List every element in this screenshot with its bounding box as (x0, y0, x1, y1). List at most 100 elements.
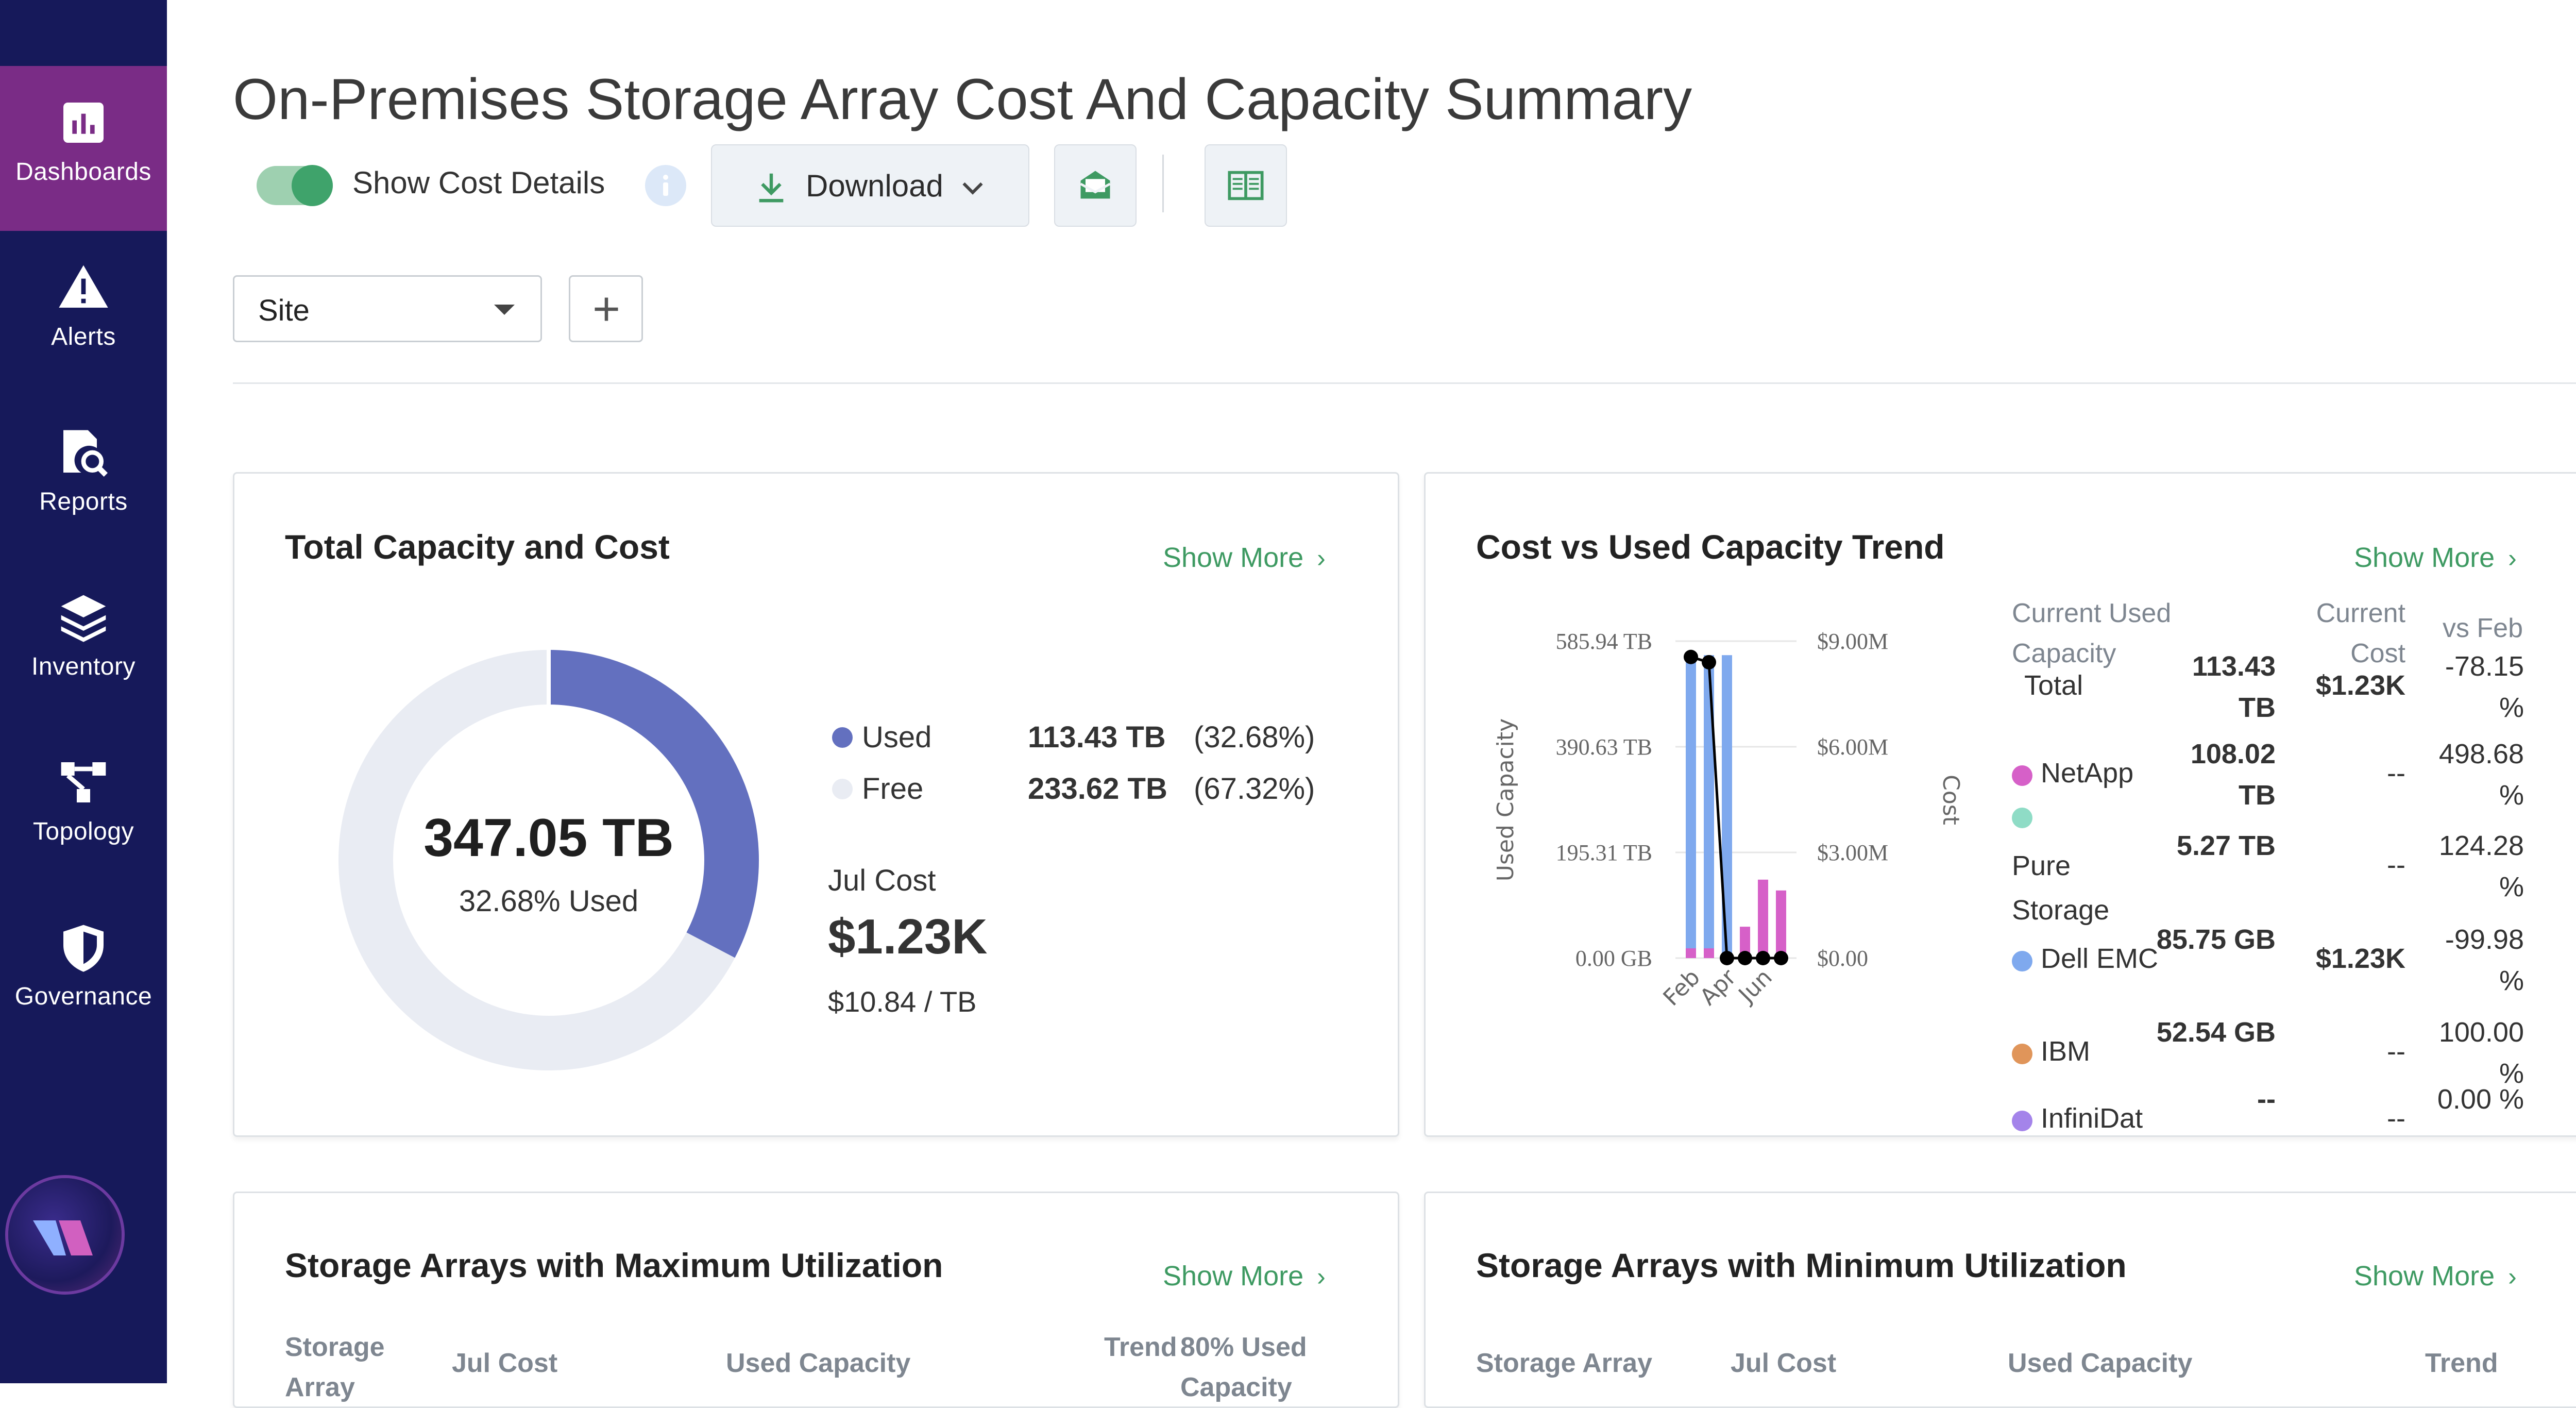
bar-netapp (1776, 890, 1786, 958)
total-capacity-value: 347.05 TB (423, 808, 674, 868)
row-capacity: 85.75 GB (2156, 924, 2276, 955)
y-tick-label: 390.63 TB (1556, 734, 1652, 760)
sidebar-item-inventory[interactable]: Inventory (0, 561, 167, 726)
chevron-right-icon: › (2508, 544, 2517, 573)
legend-dot (2012, 951, 2032, 971)
legend-used-value: 113.43 TB (1028, 720, 1166, 754)
cost-point (1756, 951, 1770, 965)
row-cost: $1.23K (2315, 943, 2405, 974)
row-name: NetApp (2041, 758, 2134, 789)
col-header-jul-cost: Jul Cost (452, 1348, 558, 1378)
row-vs: 100.00 % (2438, 1017, 2524, 1089)
chevron-down-icon (962, 182, 983, 195)
row-capacity: 113.43 TB (2192, 651, 2276, 723)
cost-point (1774, 951, 1788, 965)
toolbar-divider (1162, 155, 1164, 212)
y-tick-label: 0.00 GB (1575, 946, 1652, 971)
col-header-storage-array: Storage Array (285, 1332, 385, 1402)
row-name: Dell EMC (2041, 943, 2159, 974)
site-filter-label: Site (258, 294, 310, 327)
cost-period-label: Jul Cost (828, 864, 936, 897)
section-divider (233, 382, 2576, 384)
card-title: Storage Arrays with Maximum Utilization (285, 1246, 943, 1284)
col-header-capacity: Current Used Capacity (2012, 598, 2172, 668)
bar-dell-emc (1686, 655, 1696, 958)
col-header-storage-array: Storage Array (1476, 1348, 1652, 1378)
download-button[interactable]: Download (711, 144, 1029, 227)
book-guide-button[interactable] (1205, 144, 1287, 227)
col-header-trend: Trend (1104, 1332, 1177, 1362)
chevron-right-icon: › (1317, 1262, 1326, 1291)
row-vs: 124.28 % (2438, 830, 2524, 902)
show-more-label: Show More (1163, 542, 1304, 573)
y2-tick-label: $0.00 (1817, 946, 1868, 971)
show-more-link[interactable]: Show More › (1163, 1260, 1326, 1292)
legend-free-label: Free (862, 772, 924, 806)
cost-per-tb: $10.84 / TB (828, 985, 977, 1018)
open-book-icon (1228, 171, 1264, 200)
show-cost-details-toggle[interactable] (257, 165, 333, 206)
cost-point (1738, 951, 1752, 965)
row-vs: -78.15 % (2445, 651, 2524, 723)
row-capacity: 108.02 TB (2190, 739, 2276, 811)
show-more-label: Show More (1163, 1261, 1304, 1292)
card-title: Storage Arrays with Minimum Utilization (1476, 1246, 2127, 1284)
row-vs: -99.98 % (2445, 924, 2524, 996)
row-vs: 498.68 % (2438, 739, 2524, 811)
add-filter-button[interactable] (569, 275, 643, 342)
bar-dell-emc (1722, 655, 1732, 958)
y2-tick-label: $6.00M (1817, 734, 1888, 760)
show-more-link[interactable]: Show More › (1163, 542, 1326, 574)
sidebar-item-label: Governance (14, 983, 152, 1010)
caret-down-icon (494, 305, 515, 315)
sidebar-item-governance[interactable]: Governance (0, 891, 167, 1055)
sidebar-item-label: Dashboards (15, 158, 151, 186)
min-utilization-card: Storage Arrays with Minimum Utilization … (1424, 1192, 2576, 1408)
row-vs: 0.00 % (2437, 1084, 2524, 1115)
bar-dell-emc (1704, 655, 1714, 958)
legend-free-pct: (67.32%) (1194, 772, 1315, 806)
toggle-knob (292, 165, 333, 206)
email-report-button[interactable] (1054, 144, 1137, 227)
max-utilization-card: Storage Arrays with Maximum Utilization … (233, 1192, 1399, 1408)
row-cost: -- (2387, 1103, 2405, 1134)
trend-chart: 585.94 TB $9.00M 390.63 TB $6.00M 195.31 TB $… (1493, 629, 1964, 1011)
report-search-icon (63, 430, 108, 477)
cost-value: $1.23K (828, 909, 988, 964)
card-title: Cost vs Used Capacity Trend (1476, 528, 1945, 566)
bar-netapp (1686, 948, 1696, 958)
user-avatar-logo[interactable] (8, 1178, 122, 1292)
sidebar-item-dashboards[interactable]: Dashboards (0, 66, 167, 231)
y-axis-label: Used Capacity (1493, 718, 1519, 881)
show-more-link[interactable]: Show More › (2354, 1260, 2517, 1292)
row-name: IBM (2041, 1036, 2091, 1067)
row-name: Total (2024, 670, 2083, 701)
col-header-used-capacity: Used Capacity (726, 1348, 911, 1378)
y-tick-label: 585.94 TB (1556, 629, 1652, 654)
x-tick-label: Feb (1658, 964, 1705, 1011)
sidebar-item-reports[interactable]: Reports (0, 396, 167, 561)
used-percent-label: 32.68% Used (459, 884, 639, 918)
site-filter-select[interactable]: Site (233, 275, 542, 342)
bar-netapp (1758, 879, 1768, 958)
col-header-cost: Current Cost (2316, 598, 2405, 668)
mail-icon (1080, 171, 1111, 199)
col-header-80-used: 80% Used Capacity (1180, 1332, 1307, 1402)
legend-free-swatch (832, 779, 853, 799)
sidebar-item-alerts[interactable]: Alerts (0, 231, 167, 396)
x-tick-label: Jun (1733, 964, 1777, 1009)
row-name: InfiniDat (2041, 1103, 2143, 1134)
topology-icon (61, 762, 106, 802)
total-capacity-card: Total Capacity and Cost Show More › 347.0… (233, 472, 1399, 1137)
legend-free-value: 233.62 TB (1028, 772, 1167, 806)
warning-icon (59, 265, 108, 308)
sidebar-item-label: Reports (39, 488, 128, 515)
row-cost: -- (2387, 849, 2405, 880)
y2-tick-label: $3.00M (1817, 840, 1888, 865)
sidebar-item-topology[interactable]: Topology (0, 726, 167, 891)
card-title: Total Capacity and Cost (285, 528, 670, 566)
download-label: Download (806, 169, 943, 203)
capacity-donut (338, 649, 759, 1070)
show-more-link[interactable]: Show More › (2354, 542, 2517, 574)
info-icon[interactable] (645, 165, 686, 206)
